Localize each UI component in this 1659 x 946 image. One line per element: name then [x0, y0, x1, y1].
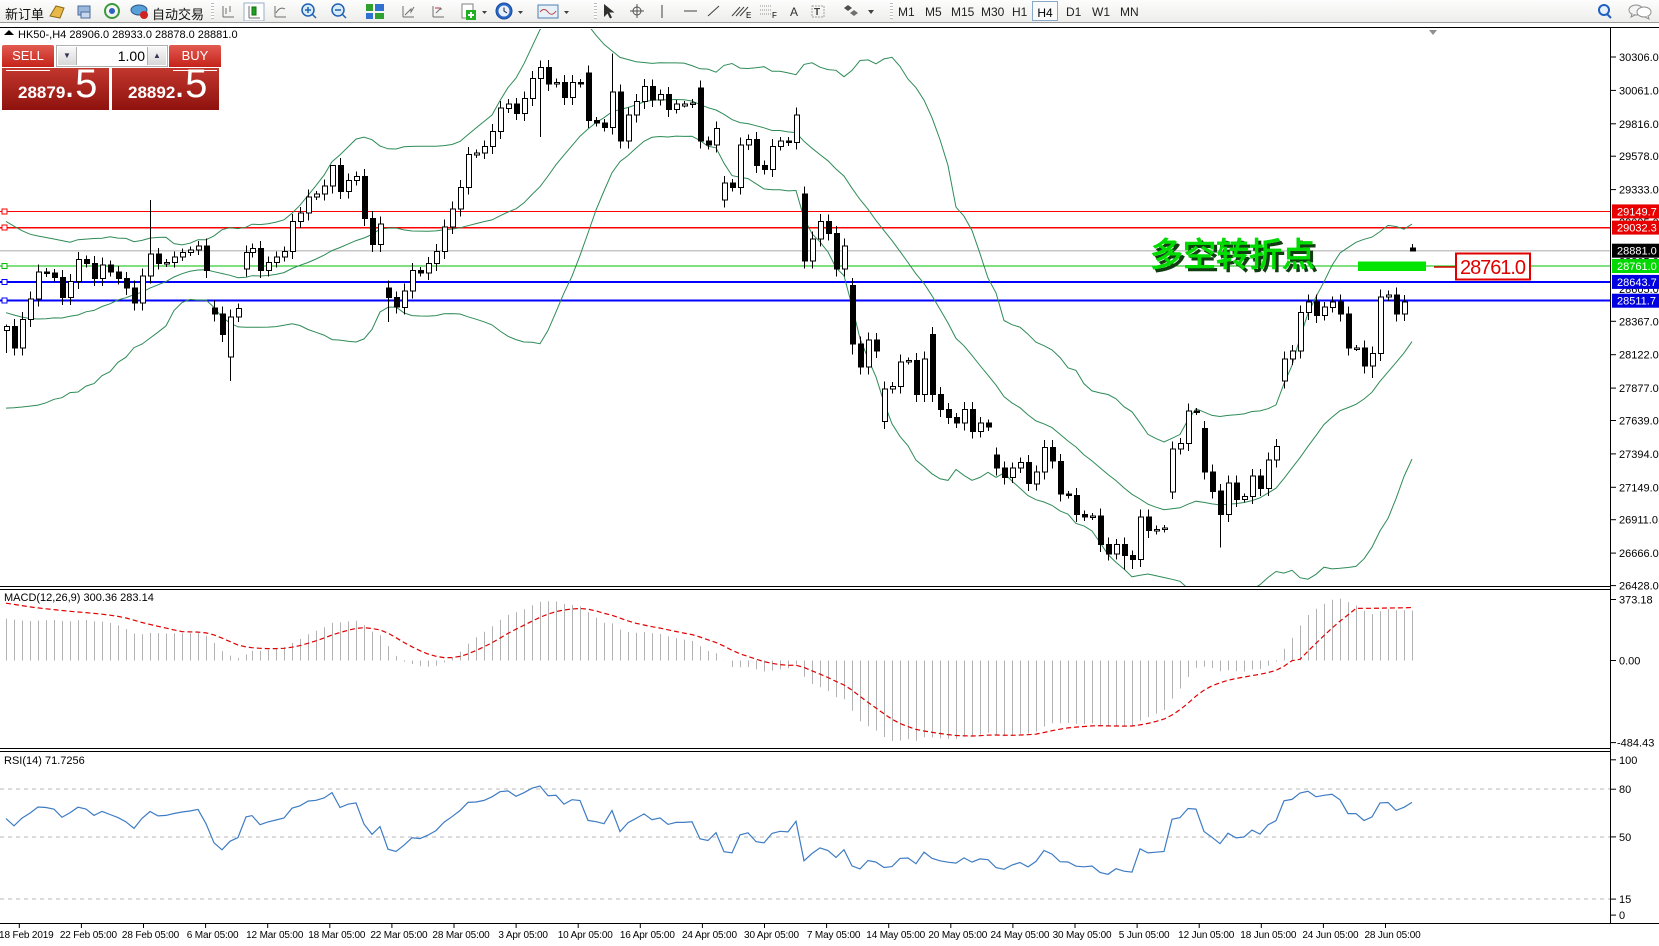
svg-text:0.00: 0.00	[1619, 656, 1640, 668]
svg-text:T: T	[814, 7, 820, 18]
svg-text:30 May 05:00: 30 May 05:00	[1053, 930, 1112, 941]
svg-text:27149.0: 27149.0	[1619, 482, 1659, 494]
svg-text:29032.3: 29032.3	[1617, 223, 1657, 235]
svg-text:30306.0: 30306.0	[1619, 52, 1659, 64]
svg-text:-484.43: -484.43	[1617, 738, 1654, 750]
svg-text:3 Apr 05:00: 3 Apr 05:00	[498, 930, 548, 941]
svg-text:28 Jun 05:00: 28 Jun 05:00	[1364, 930, 1421, 941]
svg-text:22 Feb 05:00: 22 Feb 05:00	[60, 930, 118, 941]
svg-text:12 Mar 05:00: 12 Mar 05:00	[246, 930, 304, 941]
svg-text:多空转折点: 多空转折点	[1153, 239, 1318, 276]
svg-text:24 May 05:00: 24 May 05:00	[991, 930, 1050, 941]
svg-text:F: F	[772, 11, 777, 20]
svg-text:30061.0: 30061.0	[1619, 85, 1659, 97]
svg-text:10 Apr 05:00: 10 Apr 05:00	[558, 930, 614, 941]
svg-text:28 Feb 05:00: 28 Feb 05:00	[122, 930, 180, 941]
svg-text:26428.0: 26428.0	[1619, 581, 1659, 593]
svg-text:18 Feb 2019: 18 Feb 2019	[0, 930, 54, 941]
svg-text:RSI(14) 71.7256: RSI(14) 71.7256	[4, 755, 85, 767]
svg-text:12 Jun 05:00: 12 Jun 05:00	[1178, 930, 1235, 941]
svg-text:18 Mar 05:00: 18 Mar 05:00	[308, 930, 366, 941]
svg-text:28761.0: 28761.0	[1617, 261, 1657, 273]
svg-text:28 Mar 05:00: 28 Mar 05:00	[432, 930, 490, 941]
svg-text:0: 0	[1619, 910, 1625, 922]
svg-text:80: 80	[1619, 784, 1631, 796]
svg-text:多空转折点: 多空转折点	[1150, 236, 1315, 273]
svg-text:E: E	[746, 11, 751, 20]
svg-text:18 Jun 05:00: 18 Jun 05:00	[1240, 930, 1297, 941]
svg-text:27877.0: 27877.0	[1619, 383, 1659, 395]
svg-text:28367.0: 28367.0	[1619, 316, 1659, 328]
svg-text:28881.0: 28881.0	[1617, 246, 1657, 258]
svg-text:28761.0: 28761.0	[1460, 257, 1526, 279]
svg-text:24 Apr 05:00: 24 Apr 05:00	[682, 930, 738, 941]
svg-text:30 Apr 05:00: 30 Apr 05:00	[744, 930, 800, 941]
svg-text:14 May 05:00: 14 May 05:00	[866, 930, 925, 941]
svg-text:26911.0: 26911.0	[1619, 515, 1658, 527]
svg-text:26666.0: 26666.0	[1619, 548, 1659, 560]
svg-text:6 Mar 05:00: 6 Mar 05:00	[187, 930, 239, 941]
svg-text:20 May 05:00: 20 May 05:00	[928, 930, 987, 941]
svg-text:22 Mar 05:00: 22 Mar 05:00	[370, 930, 428, 941]
svg-text:28122.0: 28122.0	[1619, 350, 1659, 362]
svg-text:7 May 05:00: 7 May 05:00	[807, 930, 861, 941]
svg-text:5 Jun 05:00: 5 Jun 05:00	[1119, 930, 1170, 941]
svg-text:24 Jun 05:00: 24 Jun 05:00	[1302, 930, 1359, 941]
svg-text:100: 100	[1619, 755, 1637, 767]
svg-text:27394.0: 27394.0	[1619, 449, 1659, 461]
svg-text:28643.7: 28643.7	[1617, 277, 1657, 289]
svg-text:29149.7: 29149.7	[1617, 206, 1657, 218]
svg-text:15: 15	[1619, 894, 1631, 906]
svg-text:373.18: 373.18	[1619, 595, 1653, 607]
svg-text:HK50-,H4 28906.0 28933.0 2887: HK50-,H4 28906.0 28933.0 28878.0 28881.0	[18, 29, 238, 41]
svg-text:MACD(12,26,9) 300.36 283.14: MACD(12,26,9) 300.36 283.14	[4, 592, 154, 604]
svg-text:29578.0: 29578.0	[1619, 151, 1659, 163]
svg-text:29333.0: 29333.0	[1619, 185, 1659, 197]
svg-text:27639.0: 27639.0	[1619, 416, 1659, 428]
svg-text:A: A	[790, 5, 798, 19]
svg-text:16 Apr 05:00: 16 Apr 05:00	[620, 930, 676, 941]
svg-text:28511.7: 28511.7	[1617, 296, 1656, 308]
svg-text:50: 50	[1619, 832, 1631, 844]
svg-text:29816.0: 29816.0	[1619, 119, 1659, 131]
